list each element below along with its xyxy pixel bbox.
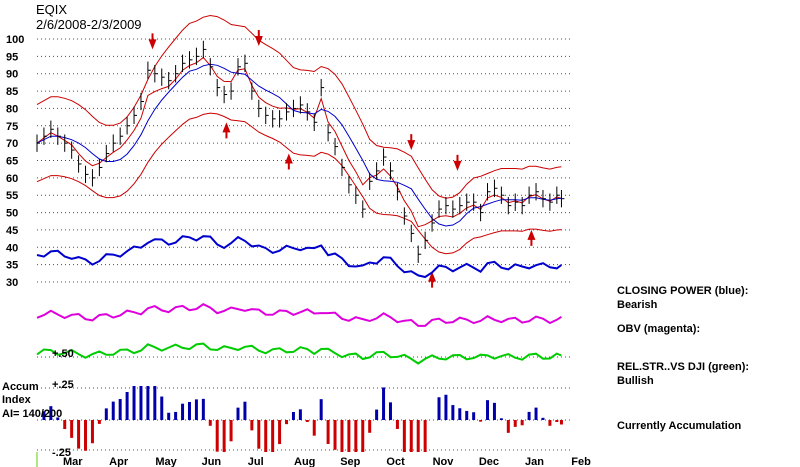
accum-ai-value: AI= 140/200 [2,408,63,420]
upper-band [36,14,562,199]
accum-title-2: Index [2,394,31,406]
x-tick-label: Nov [433,456,455,467]
accum-index-bars [42,386,563,452]
x-tick-label: May [155,456,177,467]
x-tick-label: Sep [340,456,360,467]
up-arrow [284,153,293,170]
x-tick-label: Aug [294,456,315,467]
y-tick-label: 50 [6,208,18,220]
rel-str-label: REL.STR..VS DJI (green): [617,361,750,373]
closing-power-line [36,235,562,279]
y-tick-label: 95 [6,51,18,63]
y-axis-ticks: 100 95 90 85 80 75 70 65 60 55 50 45 40 35 30 [6,34,24,289]
y-tick-label: 35 [6,260,18,272]
y-tick-label: 80 [6,103,18,115]
date-range: 2/6/2008-2/3/2009 [36,17,142,32]
y-tick-label: 45 [6,225,18,237]
obv-label: OBV (magenta): [617,323,701,335]
y-tick-label: 90 [6,69,18,81]
rel-str-status: Bullish [617,375,654,387]
x-tick-label: Jan [525,456,544,467]
accumulation-status: Currently Accumulation [617,420,742,432]
up-arrow [428,271,437,288]
y-tick-label: 30 [6,277,18,289]
grid-lines [37,38,573,451]
closing-power-label: CLOSING POWER (blue): [617,285,749,297]
y-tick-label: 60 [6,173,18,185]
y-tick-label: 75 [6,121,18,133]
accum-title-1: Accum [2,381,39,393]
x-axis-ticks: Mar Apr May Jun Jul Aug Sep Oct Nov Dec Jan Feb [63,456,591,467]
chart-title: EQIX [36,2,68,17]
down-arrow [254,29,263,46]
signal-arrows [148,29,536,288]
obv-line [36,303,562,327]
y-tick-label: 55 [6,190,18,202]
x-tick-label: Feb [571,456,591,467]
up-arrow [527,229,536,246]
price-bands [36,14,562,255]
rel-str-line [36,342,562,365]
y-tick-label: 85 [6,86,18,98]
y-tick-label: 70 [6,138,18,150]
mid-band [36,56,562,228]
plus-50-label: +.50 [52,348,74,360]
x-tick-label: Dec [479,456,499,467]
y-tick-label: 40 [6,242,18,254]
down-arrow [148,33,157,50]
price-bars [36,40,565,263]
x-tick-label: Jun [202,456,222,467]
obv-line [36,303,562,327]
x-tick-label: Apr [109,456,129,467]
ma-line [36,63,562,227]
rel-str-line [36,342,562,365]
x-tick-label: Jul [248,456,264,467]
y-tick-label: 100 [6,34,24,46]
y-tick-label: 65 [6,156,18,168]
x-tick-label: Oct [386,456,405,467]
closing-power-status: Bearish [617,299,658,311]
panel-labels: +.50 +.25 -.25 [52,348,74,459]
closing-power-line [36,235,562,279]
minus-25-label: -.25 [52,447,71,459]
down-arrow [453,154,462,171]
up-arrow [222,122,231,139]
x-tick-label: Mar [63,456,83,467]
plus-25-label: +.25 [52,379,74,391]
moving-average [36,63,562,227]
down-arrow [407,134,416,151]
lower-band [36,112,562,255]
